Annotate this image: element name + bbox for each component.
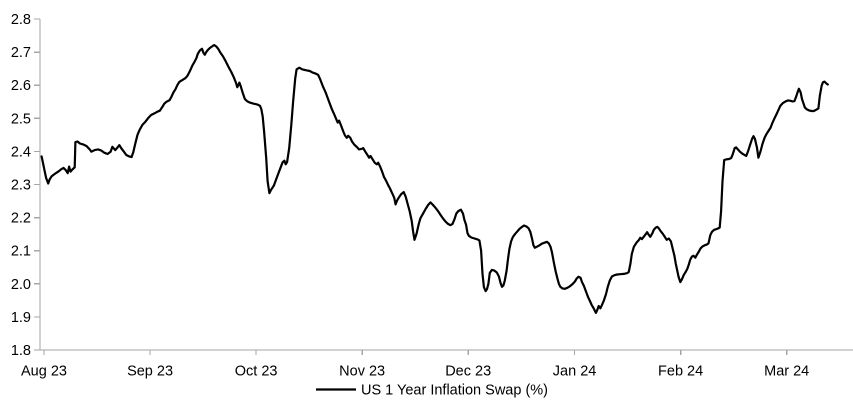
y-tick-label: 2.0 xyxy=(11,277,31,293)
legend: US 1 Year Inflation Swap (%) xyxy=(316,383,548,399)
y-tick-label: 2.5 xyxy=(11,111,31,127)
y-tick-label: 2.8 xyxy=(11,12,31,28)
axis-lines xyxy=(39,19,853,351)
y-tick-label: 2.7 xyxy=(11,45,31,61)
x-tick-label: Nov 23 xyxy=(339,364,385,380)
x-tick-label: Sep 23 xyxy=(127,364,173,380)
y-tick-label: 2.1 xyxy=(11,244,31,260)
x-tick-label: Dec 23 xyxy=(445,364,491,380)
y-tick-label: 1.8 xyxy=(11,343,31,359)
y-tick-label: 2.4 xyxy=(11,144,31,160)
x-tick-label: Jan 24 xyxy=(553,364,597,380)
legend-label: US 1 Year Inflation Swap (%) xyxy=(361,383,548,399)
y-tick-label: 2.2 xyxy=(11,211,31,227)
x-tick-label: Aug 23 xyxy=(21,364,67,380)
x-tick-label: Mar 24 xyxy=(764,364,809,380)
data-line-us-1y-inflation-swap xyxy=(40,43,829,314)
x-tick-label: Feb 24 xyxy=(658,364,703,380)
y-tick-label: 2.3 xyxy=(11,178,31,194)
y-tick-label: 1.9 xyxy=(11,310,31,326)
x-tick-label: Oct 23 xyxy=(235,364,278,380)
y-tick-label: 2.6 xyxy=(11,78,31,94)
